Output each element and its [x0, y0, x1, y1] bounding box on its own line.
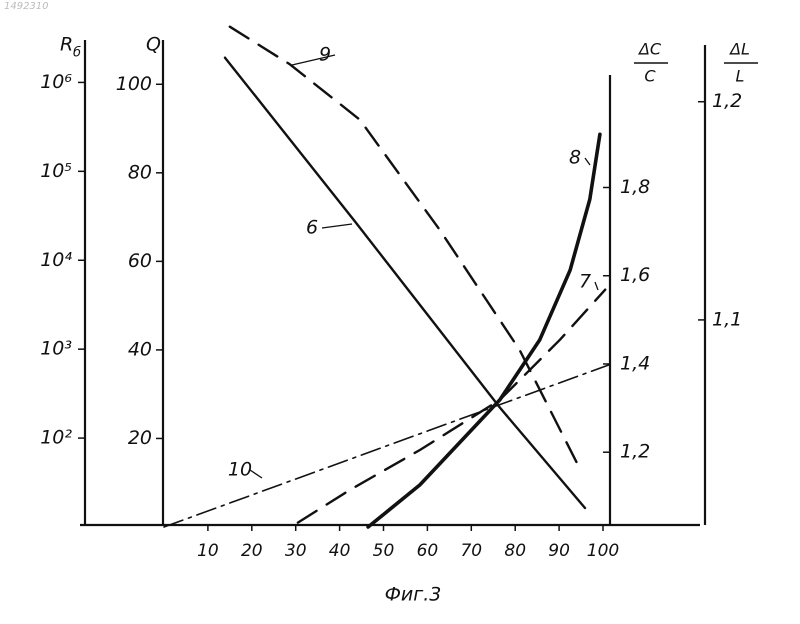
y-tick-label: 80	[128, 161, 152, 183]
series-line	[298, 290, 605, 523]
x-tick-label: 50	[373, 541, 395, 561]
x-tick-label: 40	[329, 541, 351, 561]
series-label: 6	[306, 217, 318, 239]
x-tick-label: 70	[460, 541, 482, 561]
x-tick-label: 60	[417, 541, 439, 561]
series-line	[164, 365, 610, 528]
x-tick-label: 10	[197, 541, 219, 561]
y-tick-label: 10⁶	[40, 71, 72, 93]
series-label: 7	[579, 271, 591, 293]
leader-line	[322, 224, 352, 228]
y-tick-label: 1,4	[620, 352, 650, 374]
q-label: Q	[146, 34, 161, 56]
y-tick-label: 10⁴	[40, 249, 72, 271]
y-tick-label: 100	[116, 73, 152, 95]
r-label: R	[60, 34, 73, 56]
series-label: 10	[228, 459, 252, 481]
dl-numerator: ΔL	[728, 40, 750, 59]
y-tick-label: 10²	[40, 427, 72, 449]
series-line	[225, 58, 585, 508]
x-tick-label: 30	[285, 541, 307, 561]
x-tick-label: 90	[548, 541, 570, 561]
y-tick-label: 10³	[40, 338, 72, 360]
r-subscript: б	[73, 46, 81, 61]
chart: 1492310 R б Q ΔC C ΔL L Фиг.3 10 20 30 40 50…	[0, 0, 800, 624]
x-tick-label: 20	[241, 541, 263, 561]
y-tick-label: 1,2	[712, 90, 742, 112]
y-tick-label: 20	[128, 427, 152, 449]
series-line	[368, 134, 600, 527]
dc-denominator: C	[644, 67, 656, 86]
dl-denominator: L	[736, 67, 745, 86]
x-tick-label: 80	[504, 541, 526, 561]
series-label: 8	[569, 147, 581, 169]
y-tick-label: 1,8	[620, 176, 650, 198]
series-line	[230, 27, 580, 470]
dc-numerator: ΔC	[637, 40, 662, 59]
y-tick-label: 40	[128, 338, 152, 360]
y-tick-label: 60	[128, 250, 152, 272]
y-tick-label: 1,1	[712, 308, 742, 330]
caption: Фиг.3	[385, 584, 442, 606]
y-tick-label: 10⁵	[40, 160, 72, 182]
y-tick-label: 1,6	[620, 264, 650, 286]
stamp: 1492310	[4, 1, 49, 12]
leader-line	[585, 158, 590, 165]
series-label: 9	[319, 44, 331, 66]
x-tick-label: 100	[587, 541, 619, 561]
leader-line	[595, 282, 598, 290]
y-tick-label: 1,2	[620, 441, 650, 463]
